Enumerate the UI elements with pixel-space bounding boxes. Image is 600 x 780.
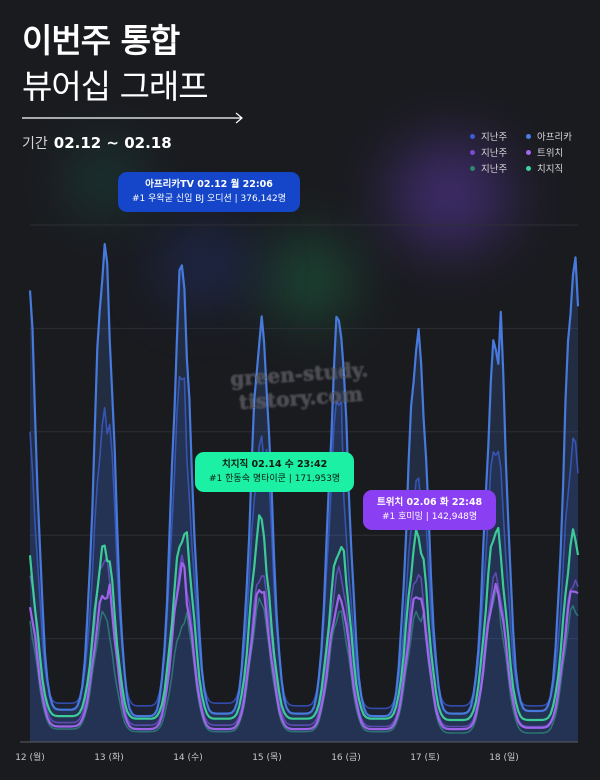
page-title: 이번주 통합 <box>22 21 180 60</box>
background-blob-blue <box>160 230 250 300</box>
x-tick-label: 13 (화) <box>94 753 124 763</box>
legend-label: 치지직 <box>537 164 564 175</box>
x-tick-label: 18 (일) <box>489 753 519 763</box>
tooltip-detail: #1 호미밍 | 142,948명 <box>381 512 478 522</box>
x-tick-label: 14 (수) <box>173 753 203 763</box>
series-line-2 <box>28 514 580 722</box>
page-subtitle: 뷰어십 그래프 <box>22 67 209 106</box>
chart-legend: 지난주 아프리카 지난주 트위치 지난주 치지직 <box>470 128 582 176</box>
x-tick-label: 12 (월) <box>15 753 45 763</box>
legend-label: 지난주 <box>481 132 508 143</box>
series-line-0 <box>28 242 580 718</box>
x-tick-label: 15 (목) <box>252 753 282 763</box>
tooltip-afreeca-peak: 아프리카TV 02.12 월 22:06 #1 우왁굳 신입 BJ 오디션 | … <box>118 172 301 212</box>
legend-row-twitch: 지난주 트위치 <box>470 144 582 160</box>
legend-dot-icon <box>470 133 475 139</box>
series-area-1 <box>30 376 578 742</box>
arrow-right-icon <box>22 112 243 124</box>
tooltip-detail: #1 한동숙 명타이쿤 | 171,953명 <box>209 474 341 484</box>
background-blob-green <box>270 240 350 320</box>
tooltip-title: 트위치 02.06 화 22:48 <box>377 497 483 508</box>
background-blob-purple <box>390 140 510 250</box>
x-tick-label: 16 (금) <box>331 753 361 763</box>
period: 기간 02.12 ~ 02.18 <box>22 133 172 153</box>
legend-label: 지난주 <box>481 148 508 159</box>
legend-label: 트위치 <box>537 148 564 159</box>
series-line-4 <box>28 561 579 731</box>
tooltip-detail: #1 우왁굳 신입 BJ 오디션 | 376,142명 <box>132 194 287 204</box>
legend-label: 지난주 <box>481 164 508 175</box>
legend-label: 아프리카 <box>537 132 572 143</box>
tooltip-title: 치지직 02.14 수 23:42 <box>222 459 328 470</box>
legend-row-chzzk: 지난주 치지직 <box>470 160 582 176</box>
tooltip-twitch-peak: 트위치 02.06 화 22:48 #1 호미밍 | 142,948명 <box>363 490 497 530</box>
period-label: 기간 <box>22 136 48 152</box>
legend-dot-icon <box>470 165 475 171</box>
legend-dot-icon <box>470 149 475 155</box>
series-area-0 <box>30 244 578 742</box>
legend-dot-icon <box>526 133 531 139</box>
tooltip-title: 아프리카TV 02.12 월 22:06 <box>145 179 273 190</box>
legend-dot-icon <box>526 165 531 171</box>
period-value: 02.12 ~ 02.18 <box>53 134 172 152</box>
x-tick-label: 17 (토) <box>410 753 440 763</box>
legend-row-afreeca: 지난주 아프리카 <box>470 128 582 144</box>
tooltip-chzzk-peak: 치지직 02.14 수 23:42 #1 한동숙 명타이쿤 | 171,953명 <box>195 452 355 492</box>
legend-dot-icon <box>526 149 531 155</box>
